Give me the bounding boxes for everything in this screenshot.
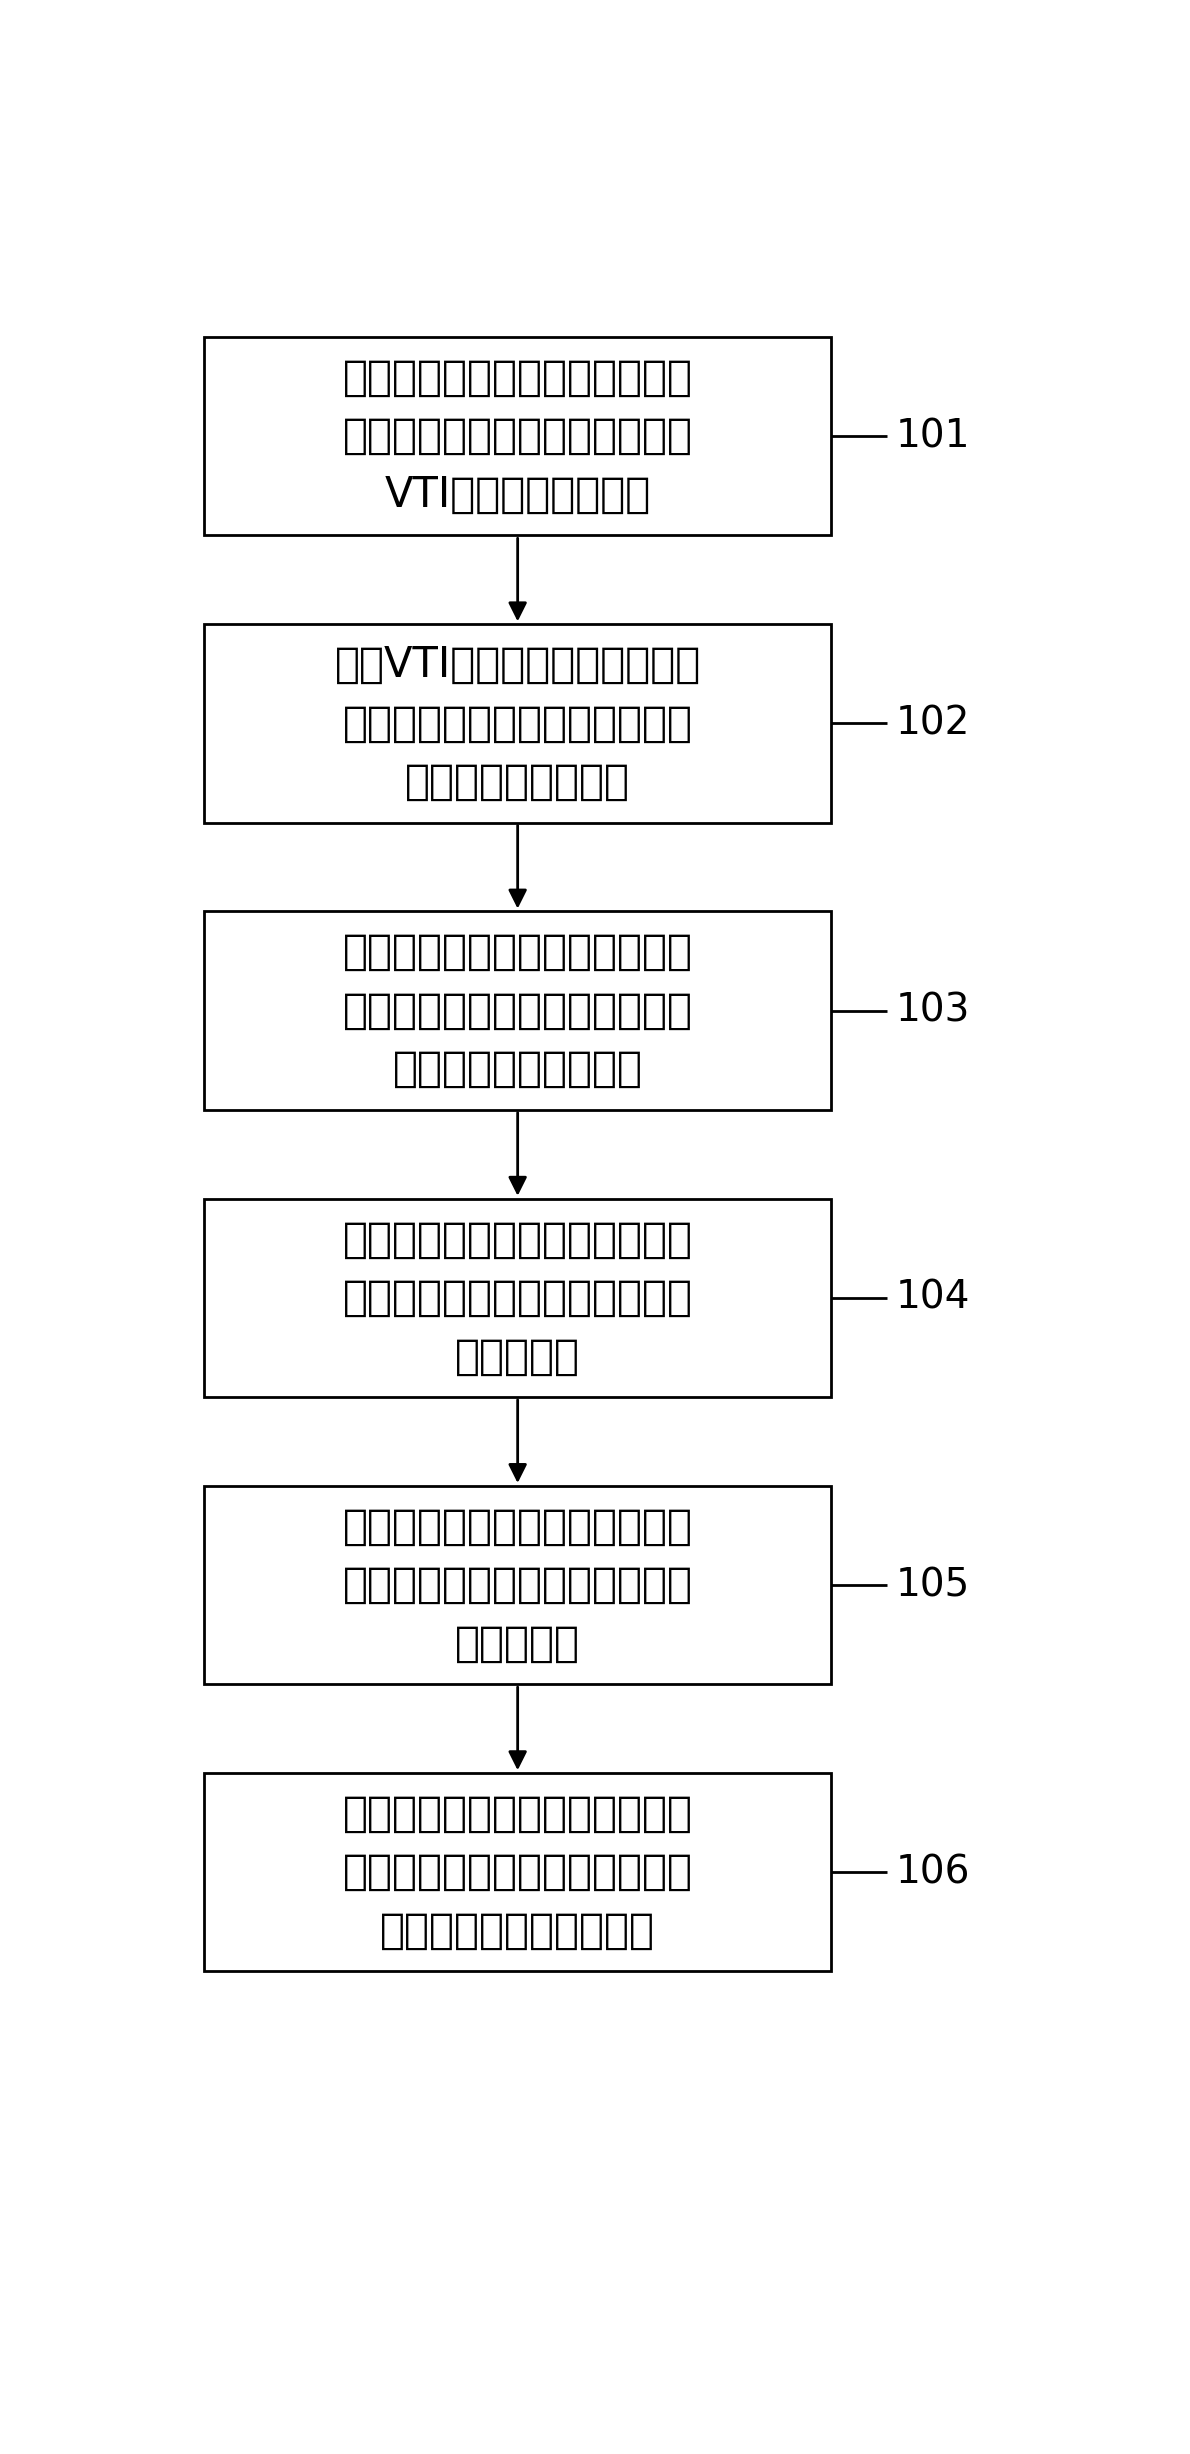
Text: 根据全角度纵波速度、快横波速
度、慢横波速度，计算全角度泊
松比与全角度杨氏模量: 根据全角度纵波速度、快横波速 度、慢横波速度，计算全角度泊 松比与全角度杨氏模量	[343, 930, 693, 1090]
FancyBboxPatch shape	[205, 1485, 832, 1683]
Text: 104: 104	[896, 1279, 970, 1318]
Text: 101: 101	[896, 417, 970, 454]
FancyBboxPatch shape	[205, 336, 832, 535]
Text: 根据全角度全波场裂缝破裂调节
因子，计算全角度全波场裂缝破
裂调节因子后的脆性指数: 根据全角度全波场裂缝破裂调节 因子，计算全角度全波场裂缝破 裂调节因子后的脆性指…	[343, 1794, 693, 1951]
Text: 106: 106	[896, 1853, 970, 1892]
FancyBboxPatch shape	[205, 910, 832, 1109]
Text: 根据VTI介质刚度矩阵系数与角
度，计算全角度纵波速度、快横
波速度、慢横波速度: 根据VTI介质刚度矩阵系数与角 度，计算全角度纵波速度、快横 波速度、慢横波速度	[334, 643, 701, 802]
Text: 根据全角度全波场各向异性脆性
指数，计算全角度全波场裂缝破
裂调节因子: 根据全角度全波场各向异性脆性 指数，计算全角度全波场裂缝破 裂调节因子	[343, 1507, 693, 1664]
FancyBboxPatch shape	[205, 623, 832, 822]
Text: 根据全角度泊松比与全角度杨氏
模量，计算全角度全波场各向异
性脆性指数: 根据全角度泊松比与全角度杨氏 模量，计算全角度全波场各向异 性脆性指数	[343, 1217, 693, 1377]
FancyBboxPatch shape	[205, 1774, 832, 1971]
Text: 105: 105	[896, 1566, 970, 1605]
Text: 根据纵波速度、快横波速度、慢
横波速度和各向异性参数，计算
VTI介质刚度矩阵系数: 根据纵波速度、快横波速度、慢 横波速度和各向异性参数，计算 VTI介质刚度矩阵系…	[343, 356, 693, 515]
Text: 103: 103	[896, 991, 970, 1031]
FancyBboxPatch shape	[205, 1198, 832, 1396]
Text: 102: 102	[896, 704, 970, 744]
